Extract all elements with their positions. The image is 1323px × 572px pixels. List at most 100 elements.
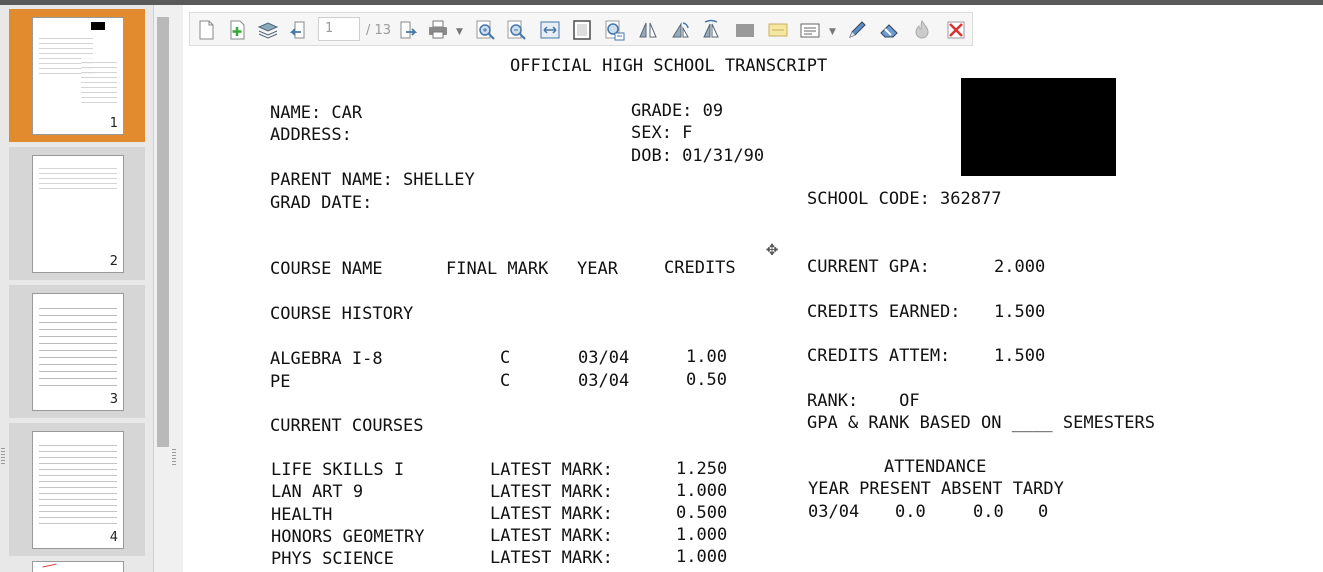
toolbar: 1 / 13 ▼ ▼ xyxy=(189,12,973,46)
current-course-value: 1.000 xyxy=(676,547,728,567)
rotate-left-icon[interactable] xyxy=(636,18,660,42)
student-name: NAME: CAR xyxy=(270,103,363,123)
thumbnail-preview: 3 xyxy=(32,293,124,411)
eraser-icon[interactable] xyxy=(877,18,901,42)
thumbnail-page-5-partial[interactable] xyxy=(32,561,124,572)
redacted-photo xyxy=(961,78,1116,176)
transcript-title: OFFICIAL HIGH SCHOOL TRANSCRIPT xyxy=(510,56,828,76)
splitter-grip[interactable] xyxy=(172,449,176,467)
current-courses-label: CURRENT COURSES xyxy=(270,416,424,436)
sidebar-splitter[interactable] xyxy=(153,5,183,572)
thumbnail-number: 2 xyxy=(109,254,118,269)
layers-icon[interactable] xyxy=(256,18,280,42)
text-box-icon[interactable] xyxy=(798,18,822,42)
gpa-value: 2.000 xyxy=(994,257,1046,277)
thumbnail-page-4[interactable]: 4 xyxy=(9,423,145,556)
attendance-tardy: 0 xyxy=(1038,502,1049,522)
gpa-label: CURRENT GPA: xyxy=(807,257,930,277)
thumbnail-preview: 2 xyxy=(32,155,124,273)
rectangle-icon[interactable] xyxy=(733,18,757,42)
thumbnail-page-2[interactable]: 2 xyxy=(9,147,145,280)
header-year: YEAR xyxy=(577,259,618,279)
parent-name: PARENT NAME: SHELLEY xyxy=(270,170,475,190)
student-grade: GRADE: 09 xyxy=(631,101,724,121)
current-course-name: PHYS SCIENCE xyxy=(271,549,394,569)
history-course-credits: 1.00 xyxy=(686,347,727,367)
attendance-absent: 0.0 xyxy=(973,502,1004,522)
thumbnail-scrollbar[interactable] xyxy=(157,17,169,447)
thumbnail-page-3[interactable]: 3 xyxy=(9,285,145,418)
credits-attempted-value: 1.500 xyxy=(994,346,1046,366)
current-course-label: LATEST MARK: xyxy=(490,526,613,546)
actual-size-icon[interactable] xyxy=(602,18,626,42)
attendance-year: 03/04 xyxy=(808,502,860,522)
current-course-name: LAN ART 9 xyxy=(271,482,364,502)
attendance-title: ATTENDANCE xyxy=(884,457,987,477)
student-sex: SEX: F xyxy=(631,123,693,143)
header-course-name: COURSE NAME xyxy=(270,259,383,279)
thumbnail-preview: 1 xyxy=(32,17,124,135)
history-course-name: ALGEBRA I-8 xyxy=(270,349,383,369)
next-page-icon[interactable] xyxy=(396,18,420,42)
student-address: ADDRESS: xyxy=(270,125,352,145)
current-course-name: HONORS GEOMETRY xyxy=(271,527,425,547)
header-final-mark: FINAL MARK xyxy=(446,259,549,279)
page-total: / 13 xyxy=(366,23,392,38)
thumbnail-sidebar[interactable]: 1 2 3 4 xyxy=(0,5,153,572)
student-dob: DOB: 01/31/90 xyxy=(631,146,765,166)
current-course-value: 0.500 xyxy=(676,503,728,523)
pen-icon[interactable] xyxy=(845,18,869,42)
current-course-name: LIFE SKILLS I xyxy=(271,460,405,480)
current-course-value: 1.000 xyxy=(676,481,728,501)
thumbnail-number: 4 xyxy=(109,530,118,545)
document-page[interactable]: OFFICIAL HIGH SCHOOL TRANSCRIPT NAME: CA… xyxy=(188,46,1323,572)
rank: RANK: OF xyxy=(807,391,920,411)
current-course-label: LATEST MARK: xyxy=(490,504,613,524)
credits-earned-value: 1.500 xyxy=(994,302,1046,322)
history-course-year: 03/04 xyxy=(578,348,630,368)
new-document-icon[interactable] xyxy=(194,18,218,42)
school-code: SCHOOL CODE: 362877 xyxy=(807,189,1002,209)
thumbnail-preview: 4 xyxy=(32,431,124,549)
header-credits: CREDITS xyxy=(664,258,736,278)
thumbnail-number: 3 xyxy=(109,392,118,407)
previous-page-icon[interactable] xyxy=(287,18,311,42)
current-course-value: 1.000 xyxy=(676,525,728,545)
attendance-headers: YEAR PRESENT ABSENT TARDY xyxy=(808,479,1064,499)
fit-width-icon[interactable] xyxy=(538,18,562,42)
window-top-border xyxy=(0,0,1323,5)
grad-date: GRAD DATE: xyxy=(270,193,373,213)
thumbnail-page-1[interactable]: 1 xyxy=(9,9,145,142)
history-course-credits: 0.50 xyxy=(686,370,727,390)
print-icon[interactable] xyxy=(426,18,450,42)
add-page-icon[interactable] xyxy=(225,18,249,42)
credits-attempted-label: CREDITS ATTEM: xyxy=(807,346,951,366)
course-history-label: COURSE HISTORY xyxy=(270,304,414,324)
credits-earned-label: CREDITS EARNED: xyxy=(807,302,961,322)
rank-basis: GPA & RANK BASED ON ____ SEMESTERS xyxy=(807,413,1155,433)
flip-icon[interactable] xyxy=(699,18,723,42)
attendance-present: 0.0 xyxy=(895,502,926,522)
highlight-icon[interactable] xyxy=(766,18,790,42)
current-course-label: LATEST MARK: xyxy=(490,482,613,502)
sidebar-resize-grip[interactable] xyxy=(1,448,5,466)
current-course-label: LATEST MARK: xyxy=(490,548,613,568)
thumbnail-number: 1 xyxy=(109,116,118,131)
current-course-value: 1.250 xyxy=(676,459,728,479)
history-course-mark: C xyxy=(500,371,511,391)
history-course-name: PE xyxy=(270,372,291,392)
page-number-input[interactable]: 1 xyxy=(318,17,360,41)
history-course-year: 03/04 xyxy=(578,371,630,391)
print-dropdown-arrow[interactable]: ▼ xyxy=(456,27,463,37)
rotate-right-icon[interactable] xyxy=(668,18,692,42)
delete-icon[interactable] xyxy=(944,18,968,42)
move-cursor-icon: ✥ xyxy=(766,236,779,260)
zoom-out-icon[interactable] xyxy=(504,18,528,42)
fit-page-icon[interactable] xyxy=(570,18,594,42)
burn-icon[interactable] xyxy=(910,18,934,42)
zoom-in-icon[interactable] xyxy=(473,18,497,42)
current-course-label: LATEST MARK: xyxy=(490,460,613,480)
current-course-name: HEALTH xyxy=(271,505,333,525)
text-box-dropdown-arrow[interactable]: ▼ xyxy=(829,27,836,37)
history-course-mark: C xyxy=(500,348,511,368)
